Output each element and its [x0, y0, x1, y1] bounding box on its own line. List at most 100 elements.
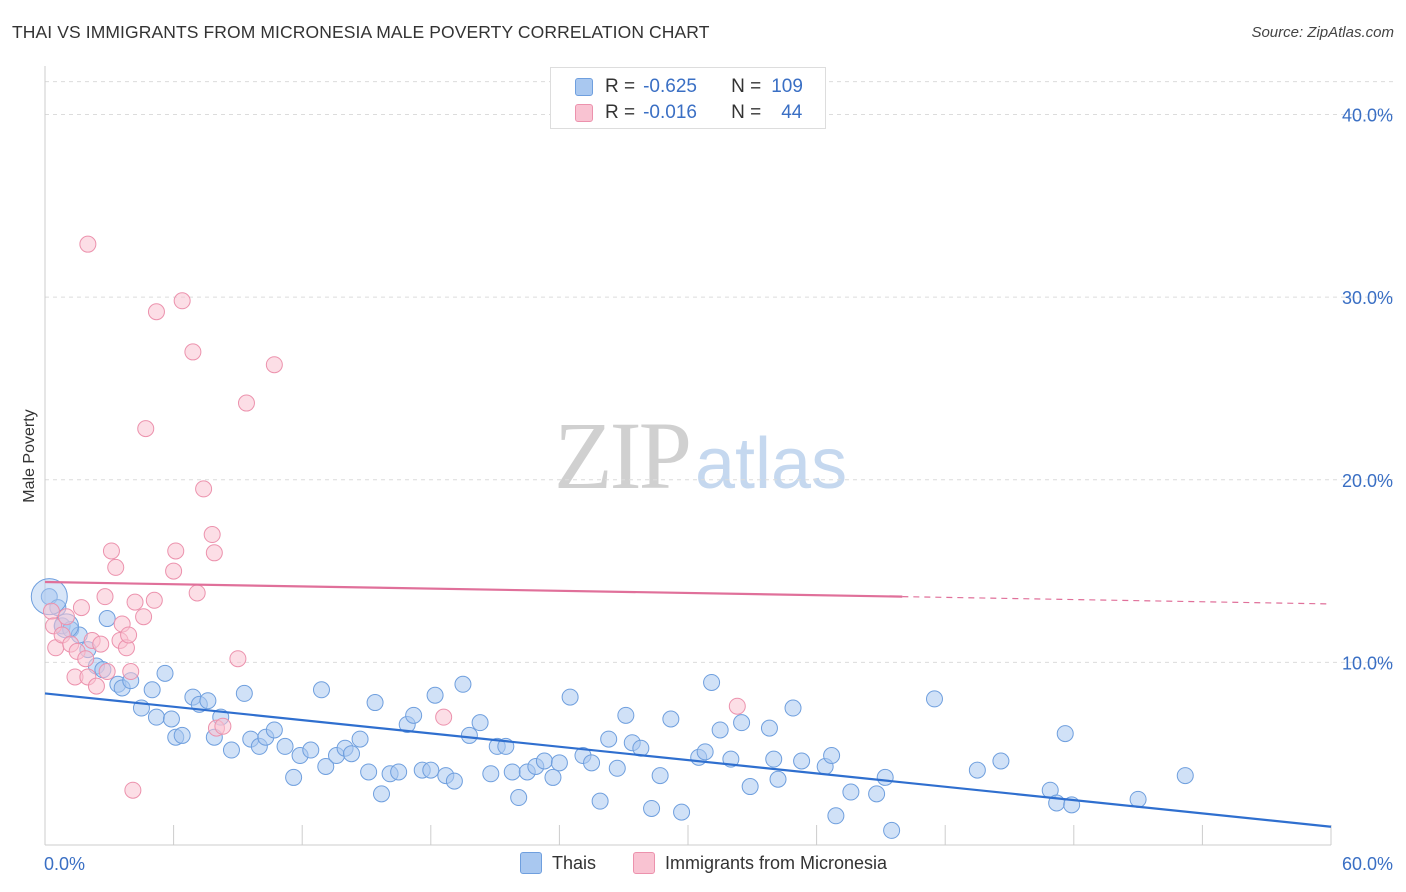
micronesia-point: [98, 663, 116, 681]
micronesia-point: [184, 343, 202, 361]
correlation-legend: R = -0.625 N = 109 R = -0.016 N = 44: [550, 67, 826, 129]
legend-swatch-micronesia: [575, 104, 593, 122]
micronesia-point: [145, 591, 163, 609]
thais-point: [342, 745, 360, 763]
watermark-zip: ZIP: [554, 402, 692, 509]
thais-point: [405, 706, 423, 724]
micronesia-point: [124, 781, 142, 799]
thais-point: [992, 752, 1010, 770]
micronesia-point: [237, 394, 255, 412]
thais-point: [471, 714, 489, 732]
legend-row-micronesia: R = -0.016 N = 44: [575, 101, 802, 125]
y-tick-label: 40.0%: [1342, 106, 1393, 126]
micronesia-point: [265, 356, 283, 374]
thais-point: [222, 741, 240, 759]
thais-point: [868, 785, 886, 803]
thais-point: [793, 752, 811, 770]
thais-point: [143, 681, 161, 699]
series-label-micronesia: Immigrants from Micronesia: [665, 852, 888, 873]
thais-point: [454, 675, 472, 693]
micronesia-point: [229, 650, 247, 668]
thais-point: [651, 767, 669, 785]
thais-point: [1176, 767, 1194, 785]
micronesia-point: [728, 697, 746, 715]
legend-n-label: N =: [731, 76, 762, 97]
thais-point: [156, 664, 174, 682]
thais-point: [550, 754, 568, 772]
thais-point: [482, 765, 500, 783]
chart-title: THAI VS IMMIGRANTS FROM MICRONESIA MALE …: [12, 22, 710, 42]
micronesia-point: [137, 420, 155, 438]
thais-point: [760, 719, 778, 737]
thais-point: [1129, 790, 1147, 808]
series-legend: Thais Immigrants from Micronesia: [0, 852, 1406, 876]
thais-point: [162, 710, 180, 728]
thais-point: [544, 768, 562, 786]
thais-point: [643, 799, 661, 817]
micronesia-point: [167, 542, 185, 560]
thais-point: [823, 747, 841, 765]
zipatlas-watermark: ZIPatlas: [554, 400, 847, 511]
thais-point: [366, 694, 384, 712]
series-legend-micronesia[interactable]: Immigrants from Micronesia: [633, 852, 887, 874]
y-tick-label: 10.0%: [1342, 653, 1393, 673]
thais-point: [351, 730, 369, 748]
thais-point: [426, 686, 444, 704]
micronesia-point: [435, 708, 453, 726]
watermark-atlas: atlas: [695, 424, 848, 504]
thais-point: [147, 708, 165, 726]
thais-point: [302, 741, 320, 759]
legend-r-value: -0.625: [643, 76, 697, 97]
x-tick-label: 0.0%: [44, 854, 85, 874]
thais-point: [784, 699, 802, 717]
thais-point: [561, 688, 579, 706]
micronesia-point: [92, 635, 110, 653]
thais-point: [696, 743, 714, 761]
micronesia-point: [173, 292, 191, 310]
micronesia-point: [79, 235, 97, 253]
legend-n-value: 44: [781, 102, 803, 123]
thais-point: [276, 737, 294, 755]
thais-point: [199, 692, 217, 710]
thais-point: [503, 763, 521, 781]
y-tick-label: 20.0%: [1342, 471, 1393, 491]
micronesia-point: [42, 602, 60, 620]
legend-n-label: N =: [731, 102, 762, 123]
thais-point: [422, 761, 440, 779]
thais-point: [827, 807, 845, 825]
micronesia-point: [188, 584, 206, 602]
micronesia-point: [107, 558, 125, 576]
thais-point: [312, 681, 330, 699]
thais-point: [662, 710, 680, 728]
micronesia-point: [147, 303, 165, 321]
series-swatch-thais: [520, 852, 542, 874]
thais-point: [741, 778, 759, 796]
series-label-thais: Thais: [552, 852, 597, 873]
thais-point: [608, 759, 626, 777]
thais-point: [968, 761, 986, 779]
legend-r-label: R =: [605, 102, 636, 123]
series-legend-thais[interactable]: Thais: [520, 852, 596, 874]
legend-r-label: R =: [605, 76, 636, 97]
source-label: Source: ZipAtlas.com: [1251, 24, 1394, 41]
micronesia-point: [126, 593, 144, 611]
thais-point: [1056, 725, 1074, 743]
thais-point: [591, 792, 609, 810]
x-tick-label: 60.0%: [1342, 854, 1393, 874]
thais-point: [360, 763, 378, 781]
y-tick-label: 30.0%: [1342, 288, 1393, 308]
micronesia-point: [102, 542, 120, 560]
thais-point: [98, 610, 116, 628]
micronesia-point: [214, 717, 232, 735]
thais-point: [876, 768, 894, 786]
thais-point: [235, 684, 253, 702]
thais-point: [317, 757, 335, 775]
thais-point: [883, 821, 901, 839]
thais-point: [617, 706, 635, 724]
micronesia-point: [122, 663, 140, 681]
thais-point: [673, 803, 691, 821]
thais-point: [445, 772, 463, 790]
thais-point: [173, 726, 191, 744]
thais-trend-line: [44, 692, 1332, 828]
